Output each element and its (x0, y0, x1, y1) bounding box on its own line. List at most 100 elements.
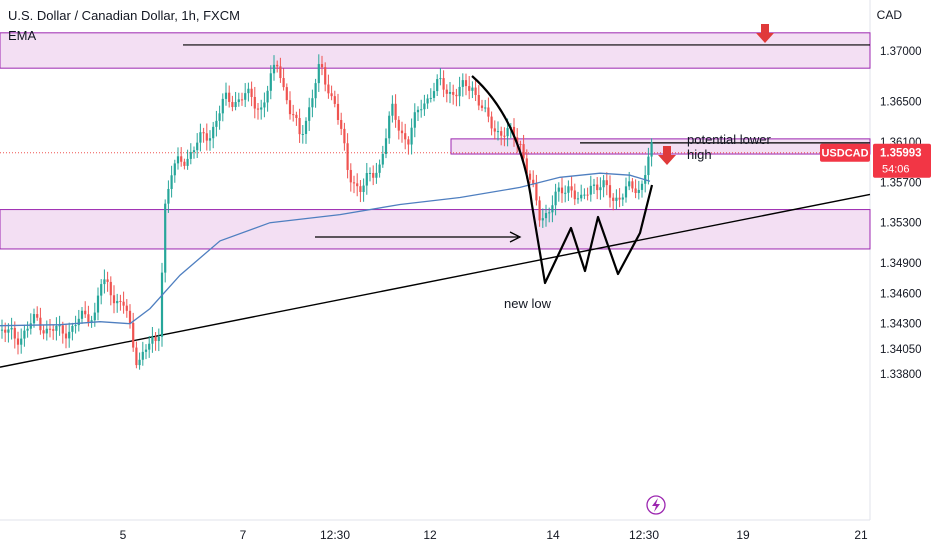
chart-title: U.S. Dollar / Canadian Dollar, 1h, FXCM (8, 8, 240, 23)
candle-body (525, 158, 528, 174)
candle-body (432, 91, 436, 98)
x-tick-label: 12 (423, 528, 437, 542)
candle-body (592, 184, 596, 186)
candle-body (621, 197, 624, 200)
candle-body (400, 130, 404, 134)
candle-body (132, 322, 135, 348)
candle-body (196, 142, 199, 151)
candle-body (218, 113, 221, 121)
candle-body (58, 325, 61, 327)
candle-body (141, 351, 144, 360)
candle-body (186, 158, 189, 166)
candle-body (324, 67, 327, 85)
candle-body (519, 143, 522, 145)
candle-body (304, 120, 308, 134)
candle-body (0, 329, 4, 331)
candle-body (237, 99, 240, 103)
candle-body (554, 191, 557, 206)
y-tick-label: 1.35300 (880, 218, 922, 230)
down-arrow-icon (658, 146, 676, 165)
candle-body (199, 132, 202, 143)
candle-body (378, 164, 381, 173)
candle-body (16, 338, 20, 345)
candle-body (599, 187, 602, 191)
ema-indicator-label[interactable]: EMA (8, 28, 37, 43)
candle-body (256, 108, 260, 110)
candle-body (448, 91, 452, 94)
candle-body (413, 112, 416, 128)
candle-body (64, 333, 68, 339)
candle-body (29, 323, 32, 329)
candle-body (330, 93, 333, 97)
ema-line (0, 172, 651, 327)
annotation-potential-lower-high-2: high (687, 147, 712, 162)
candle-body (263, 102, 266, 108)
candle-body (586, 194, 589, 196)
drawn-curve-top (471, 75, 534, 206)
candle-body (221, 98, 224, 114)
candle-body (551, 205, 554, 213)
candle-body (266, 90, 269, 103)
zone-3 (0, 209, 871, 250)
candle-body (173, 163, 176, 176)
candle-body (605, 180, 608, 186)
candle-body (420, 109, 423, 111)
candle-body (10, 327, 13, 330)
candle-body (87, 314, 90, 323)
candle-body (474, 87, 477, 96)
candle-body (288, 100, 292, 115)
candle-body (365, 173, 368, 186)
candle-body (20, 338, 23, 345)
candle-body (106, 279, 109, 282)
candle-body (320, 64, 324, 68)
candle-body (583, 194, 586, 196)
candle-body (640, 183, 644, 190)
candle-body (128, 310, 132, 323)
x-tick-label: 21 (854, 528, 868, 542)
drawn-pattern-lines (530, 184, 654, 285)
candle-body (247, 88, 250, 94)
candle-body (407, 139, 410, 145)
candle-body (426, 98, 429, 104)
candle-body (148, 343, 151, 350)
candle-body (45, 328, 48, 334)
currency-label: CAD (876, 8, 902, 22)
candle-body (404, 133, 407, 140)
candle-body (240, 99, 244, 101)
symbol-tag-label: USDCAD (821, 148, 868, 160)
candle-body (384, 138, 388, 154)
candle-body (295, 114, 298, 119)
candle-body (84, 310, 87, 315)
candle-body (125, 305, 128, 311)
candle-body (170, 175, 173, 189)
candle-body (359, 186, 362, 192)
candle-body (228, 92, 231, 102)
price-tag (873, 143, 931, 178)
candle-body (202, 132, 205, 134)
candle-body (32, 314, 36, 324)
candle-body (471, 87, 474, 91)
candle-body (512, 126, 516, 138)
candle-body (487, 107, 490, 117)
candle-body (7, 329, 10, 333)
candle-body (356, 183, 359, 187)
candle-body (224, 92, 228, 99)
candle-body (439, 78, 442, 80)
candle-body (292, 114, 295, 116)
candle-body (423, 103, 426, 110)
candle-body (522, 144, 525, 159)
candle-body (282, 78, 285, 88)
candle-body (260, 107, 263, 110)
candle-body (68, 331, 71, 339)
candle-body (96, 295, 100, 313)
candle-body (311, 98, 314, 108)
candle-body (340, 119, 343, 129)
candle-body (557, 187, 560, 192)
candle-body (317, 64, 320, 84)
candle-body (624, 186, 628, 198)
candle-body (39, 317, 42, 331)
candle-body (618, 197, 621, 200)
candle-body (573, 190, 576, 200)
